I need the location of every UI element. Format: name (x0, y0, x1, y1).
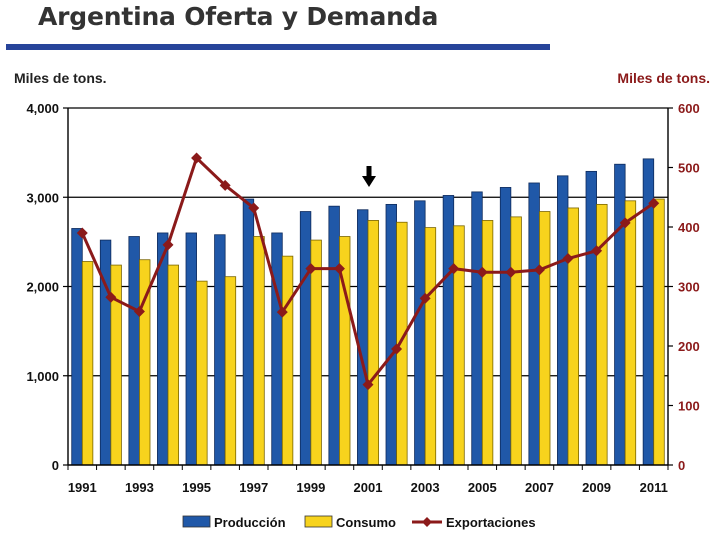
right-axis-unit-label: Miles de tons. (617, 70, 710, 86)
right-tick-label: 100 (678, 399, 700, 414)
left-tick-label: 3,000 (26, 190, 59, 205)
point-exportaciones-2009 (591, 245, 603, 257)
bar-consumo-1998 (281, 255, 294, 466)
x-tick-label: 1991 (68, 480, 97, 495)
point-exportaciones-2000 (333, 263, 345, 275)
right-tick-label: 400 (678, 220, 700, 235)
bar-produccion-2009 (585, 170, 597, 466)
bar-produccion-2004 (442, 195, 455, 466)
point-exportaciones-1994 (162, 239, 174, 251)
x-tick-label: 2001 (354, 480, 383, 495)
left-tick-label: 0 (52, 458, 59, 473)
bar-consumo-2011 (653, 198, 665, 466)
legend-label-exportaciones: Exportaciones (446, 515, 536, 530)
right-tick-label: 600 (678, 101, 700, 116)
x-tick-label: 2005 (468, 480, 497, 495)
bar-produccion-2007 (528, 182, 540, 466)
legend-label-produccion: Producción (214, 515, 286, 530)
bar-produccion-1991 (71, 228, 83, 466)
point-exportaciones-2011 (648, 197, 660, 209)
point-exportaciones-2010 (619, 217, 631, 229)
right-tick-label: 200 (678, 339, 700, 354)
point-exportaciones-2001 (362, 379, 374, 391)
bar-produccion-1993 (128, 236, 140, 466)
axes (63, 107, 673, 470)
point-exportaciones-1995 (191, 152, 203, 164)
left-tick-label: 1,000 (26, 369, 59, 384)
legend-swatch-consumo (304, 515, 333, 528)
point-exportaciones-2006 (505, 266, 517, 278)
bar-consumo-2007 (539, 211, 551, 466)
point-exportaciones-1997 (248, 202, 260, 214)
x-tick-label: 1999 (296, 480, 325, 495)
point-exportaciones-1996 (219, 179, 231, 191)
point-exportaciones-1992 (105, 291, 117, 303)
bar-produccion-2010 (614, 163, 626, 466)
right-tick-label: 300 (678, 280, 700, 295)
bar-produccion-1998 (271, 232, 283, 466)
bar-produccion-2008 (557, 175, 569, 466)
bar-consumo-2006 (510, 216, 522, 466)
x-tick-label: 1993 (125, 480, 154, 495)
bar-consumo-2005 (481, 220, 494, 466)
point-exportaciones-2007 (533, 264, 545, 276)
bar-produccion-1997 (242, 198, 255, 466)
right-tick-label: 500 (678, 161, 700, 176)
bar-consumo-2001 (367, 220, 379, 466)
legend-marker-exportaciones (422, 517, 432, 527)
down-arrow-icon (362, 166, 376, 187)
bar-series (71, 158, 665, 466)
x-tick-label: 1997 (239, 480, 268, 495)
bar-produccion-2002 (385, 203, 397, 466)
bar-produccion-2001 (357, 209, 369, 466)
bar-produccion-1999 (299, 211, 312, 466)
bar-consumo-1991 (81, 261, 94, 466)
point-exportaciones-2005 (476, 266, 488, 278)
exportaciones-line (76, 152, 660, 391)
legend: Producción Consumo Exportaciones (182, 515, 536, 530)
bar-consumo-1996 (224, 276, 237, 466)
point-exportaciones-2002 (391, 343, 403, 355)
bar-produccion-2000 (328, 205, 340, 466)
legend-swatch-produccion (182, 515, 211, 528)
right-tick-label: 0 (678, 458, 685, 473)
bar-produccion-1996 (214, 234, 226, 466)
point-exportaciones-1998 (276, 306, 288, 318)
title-underline (6, 44, 550, 50)
bar-produccion-2006 (499, 187, 512, 466)
point-exportaciones-2008 (562, 253, 574, 265)
point-exportaciones-1991 (76, 227, 88, 239)
bar-consumo-2004 (453, 225, 465, 466)
left-tick-label: 4,000 (26, 101, 59, 116)
point-exportaciones-1993 (133, 305, 145, 317)
point-exportaciones-1999 (305, 263, 317, 275)
left-axis-unit-label: Miles de tons. (14, 70, 107, 86)
bar-consumo-1995 (196, 280, 208, 466)
x-tick-label: 1995 (182, 480, 211, 495)
bar-consumo-2008 (567, 207, 579, 466)
bar-produccion-2003 (414, 200, 426, 466)
tick-labels: 0 1,000 2,000 3,000 4,000 0 100 200 300 400 500 600… (26, 101, 699, 495)
bar-consumo-2010 (624, 200, 637, 466)
x-tick-label: 2009 (582, 480, 611, 495)
bar-produccion-2005 (471, 191, 483, 466)
point-exportaciones-2003 (419, 292, 431, 304)
bar-produccion-1995 (185, 232, 197, 466)
left-tick-label: 2,000 (26, 280, 59, 295)
annotations (362, 166, 376, 187)
point-exportaciones-2004 (448, 263, 460, 275)
bar-consumo-1994 (167, 264, 179, 466)
bar-consumo-2003 (424, 227, 437, 466)
x-tick-label: 2003 (411, 480, 440, 495)
bar-consumo-1999 (310, 239, 322, 466)
x-tick-label: 2011 (640, 480, 668, 495)
legend-label-consumo: Consumo (336, 515, 396, 530)
chart-title: Argentina Oferta y Demanda (38, 2, 439, 31)
x-tick-label: 2007 (525, 480, 554, 495)
bar-consumo-1997 (253, 236, 265, 466)
